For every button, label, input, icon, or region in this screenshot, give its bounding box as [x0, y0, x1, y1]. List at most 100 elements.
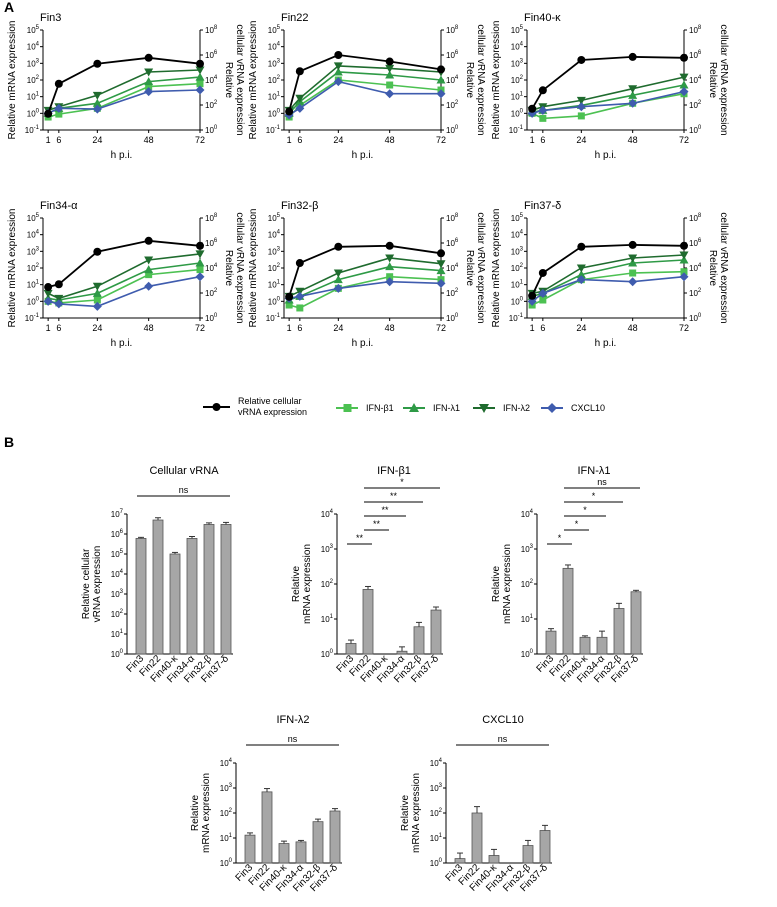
point-vrna — [680, 53, 688, 62]
point-cxcl10 — [144, 87, 154, 97]
bar — [539, 830, 551, 864]
legend-item-ifn-l1: IFN-λ1 — [403, 403, 460, 413]
point-vrna — [334, 242, 343, 251]
point-ifn-1 — [386, 81, 394, 89]
point-ifn-1 — [145, 83, 153, 91]
y-right-tick-label: 104 — [205, 263, 218, 273]
point-cxcl10 — [295, 291, 305, 301]
y-right-tick-label: 108 — [446, 213, 459, 223]
point-vrna — [385, 57, 394, 66]
point-vrna — [528, 291, 537, 300]
y-tick-label: 102 — [511, 75, 524, 85]
y-tick-label: 103 — [268, 246, 281, 256]
chart-title: Fin3 — [40, 12, 61, 24]
point-vrna — [680, 241, 688, 250]
y-axis-label-line2: mRNA expression — [411, 773, 422, 853]
legend-label-vrna-line1: Relative cellular — [238, 396, 302, 406]
x-tick-label: 6 — [540, 323, 545, 333]
y-tick-label: 102 — [27, 263, 40, 273]
y-tick-label: 103 — [268, 58, 281, 68]
y-right-tick-label: 106 — [689, 238, 702, 248]
point-ifn-2 — [333, 62, 343, 71]
y-axis-label: Relative mRNA expression — [491, 209, 502, 328]
point-ifn-1 — [333, 67, 343, 76]
point-ifn-2 — [144, 256, 154, 265]
y-tick-label: 103 — [321, 544, 334, 554]
bar — [169, 553, 181, 655]
significance-label: * — [575, 519, 579, 529]
point-ifn-1 — [92, 288, 102, 297]
point-vrna — [285, 292, 294, 301]
point-cxcl10 — [538, 288, 548, 298]
y-right-tick-label: 102 — [689, 288, 702, 298]
legend-label-ifn-l2: IFN-λ2 — [503, 403, 530, 413]
y-tick-label: 101 — [511, 280, 524, 290]
y-tick-label: 104 — [430, 758, 443, 768]
point-cxcl10 — [54, 299, 64, 309]
x-axis-label: h p.i. — [111, 338, 133, 349]
y-axis-label-line1: Relative — [190, 795, 201, 832]
point-ifn-1 — [436, 75, 446, 84]
y-tick-label: 102 — [268, 263, 281, 273]
point-ifn-1 — [285, 301, 293, 309]
point-ifn-1 — [195, 258, 205, 267]
point-vrna — [437, 65, 445, 74]
y-right-axis-label-line1: Relative — [464, 62, 475, 99]
point-ifn-1 — [93, 296, 101, 304]
y-tick-label: 103 — [511, 58, 524, 68]
point-ifn-2 — [92, 282, 102, 291]
point-ifn-1 — [296, 304, 304, 312]
series-line-ifn-1 — [288, 71, 442, 114]
y-tick-label: 10-1 — [25, 125, 40, 135]
y-tick-label: 101 — [268, 280, 281, 290]
bar — [562, 567, 574, 655]
bar-chart-ifn-1: IFN-λ1 100 101 102 103 104 Relative mRNA expres… — [491, 465, 643, 685]
significance-label: ** — [390, 491, 398, 501]
y-tick-label: 103 — [521, 544, 534, 554]
y-tick-label: 100 — [268, 296, 281, 306]
y-tick-label: 104 — [511, 42, 524, 52]
line-chart-fin3: Fin3 10-1 100 101 102 103 104 105 100 102 104 106 10… — [7, 12, 245, 161]
point-ifn-1 — [628, 258, 638, 267]
significance-label: ** — [381, 505, 389, 515]
x-tick-label: 24 — [333, 323, 343, 333]
point-cxcl10 — [92, 104, 102, 114]
point-cxcl10 — [628, 98, 638, 108]
y-right-tick-label: 100 — [205, 313, 218, 323]
bar — [135, 538, 147, 655]
y-tick-label: 101 — [27, 280, 40, 290]
point-vrna — [538, 86, 547, 95]
y-tick-label: 101 — [220, 833, 233, 843]
significance-label: ns — [179, 485, 189, 495]
point-ifn-2 — [576, 264, 586, 273]
point-cxcl10 — [54, 103, 64, 113]
bar — [545, 630, 557, 655]
y-tick-label: 100 — [430, 858, 443, 868]
point-ifn-2 — [43, 289, 53, 298]
y-right-tick-label: 102 — [205, 288, 218, 298]
y-tick-label: 104 — [27, 230, 40, 240]
point-ifn-1 — [196, 266, 204, 274]
y-tick-label: 105 — [511, 25, 524, 35]
panel-b-label: B — [4, 434, 14, 450]
bar — [630, 591, 642, 655]
point-ifn-1 — [333, 275, 343, 284]
y-right-tick-label: 100 — [689, 313, 702, 323]
legend-marker-ifn-l1 — [409, 403, 419, 412]
point-vrna — [628, 52, 637, 61]
point-cxcl10 — [92, 301, 102, 311]
y-tick-label: 103 — [111, 589, 124, 599]
point-ifn-2 — [576, 96, 586, 105]
y-right-tick-label: 104 — [446, 75, 459, 85]
legend-item-ifn-l2: IFN-λ2 — [473, 403, 530, 413]
point-vrna — [437, 249, 445, 258]
y-tick-label: 100 — [220, 858, 233, 868]
x-tick-label: 72 — [436, 135, 446, 145]
x-tick-label: 6 — [540, 135, 545, 145]
y-axis-label-line2: mRNA expression — [201, 773, 212, 853]
y-tick-label: 105 — [27, 213, 40, 223]
y-right-tick-label: 106 — [446, 50, 459, 60]
y-tick-label: 102 — [268, 75, 281, 85]
bar — [522, 845, 534, 864]
